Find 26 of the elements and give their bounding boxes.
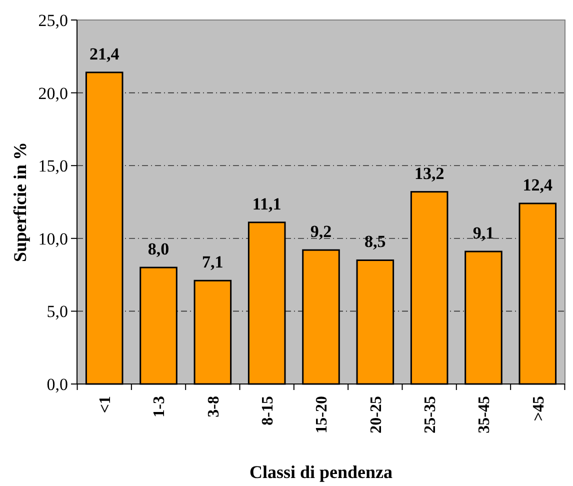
x-tick-label: <1 xyxy=(96,396,114,414)
x-tick-label: 25-35 xyxy=(422,396,439,434)
data-label: 13,2 xyxy=(414,164,444,183)
data-label: 8,5 xyxy=(364,232,386,252)
y-tick-label: 10,0 xyxy=(38,229,68,248)
y-tick-label: 25,0 xyxy=(38,10,68,30)
x-axis-title: Classi di pendenza xyxy=(249,462,393,482)
x-tick-label: 35-45 xyxy=(476,396,494,434)
data-label: 21,4 xyxy=(89,44,120,64)
data-label: 11,1 xyxy=(252,194,282,214)
y-tick-label: 5,0 xyxy=(46,302,68,322)
data-label: 7,1 xyxy=(202,252,224,272)
x-tick-label: 8-15 xyxy=(259,396,276,426)
data-label: 9,2 xyxy=(310,222,332,242)
x-tick-label: >45 xyxy=(530,396,548,422)
x-tick-label: 15-20 xyxy=(314,396,331,434)
data-label: 12,4 xyxy=(522,175,554,194)
y-tick-label: 0,0 xyxy=(46,374,68,394)
y-tick-label: 20,0 xyxy=(38,84,68,103)
x-tick-label: 20-25 xyxy=(368,396,385,434)
x-tick-label: 3-8 xyxy=(205,396,222,418)
y-axis-title: Superficie in % xyxy=(10,142,30,262)
data-label: 8,0 xyxy=(148,240,170,259)
x-tick-label: 1-3 xyxy=(151,396,168,418)
y-tick-label: 15,0 xyxy=(38,156,68,176)
data-label: 9,1 xyxy=(472,224,494,243)
